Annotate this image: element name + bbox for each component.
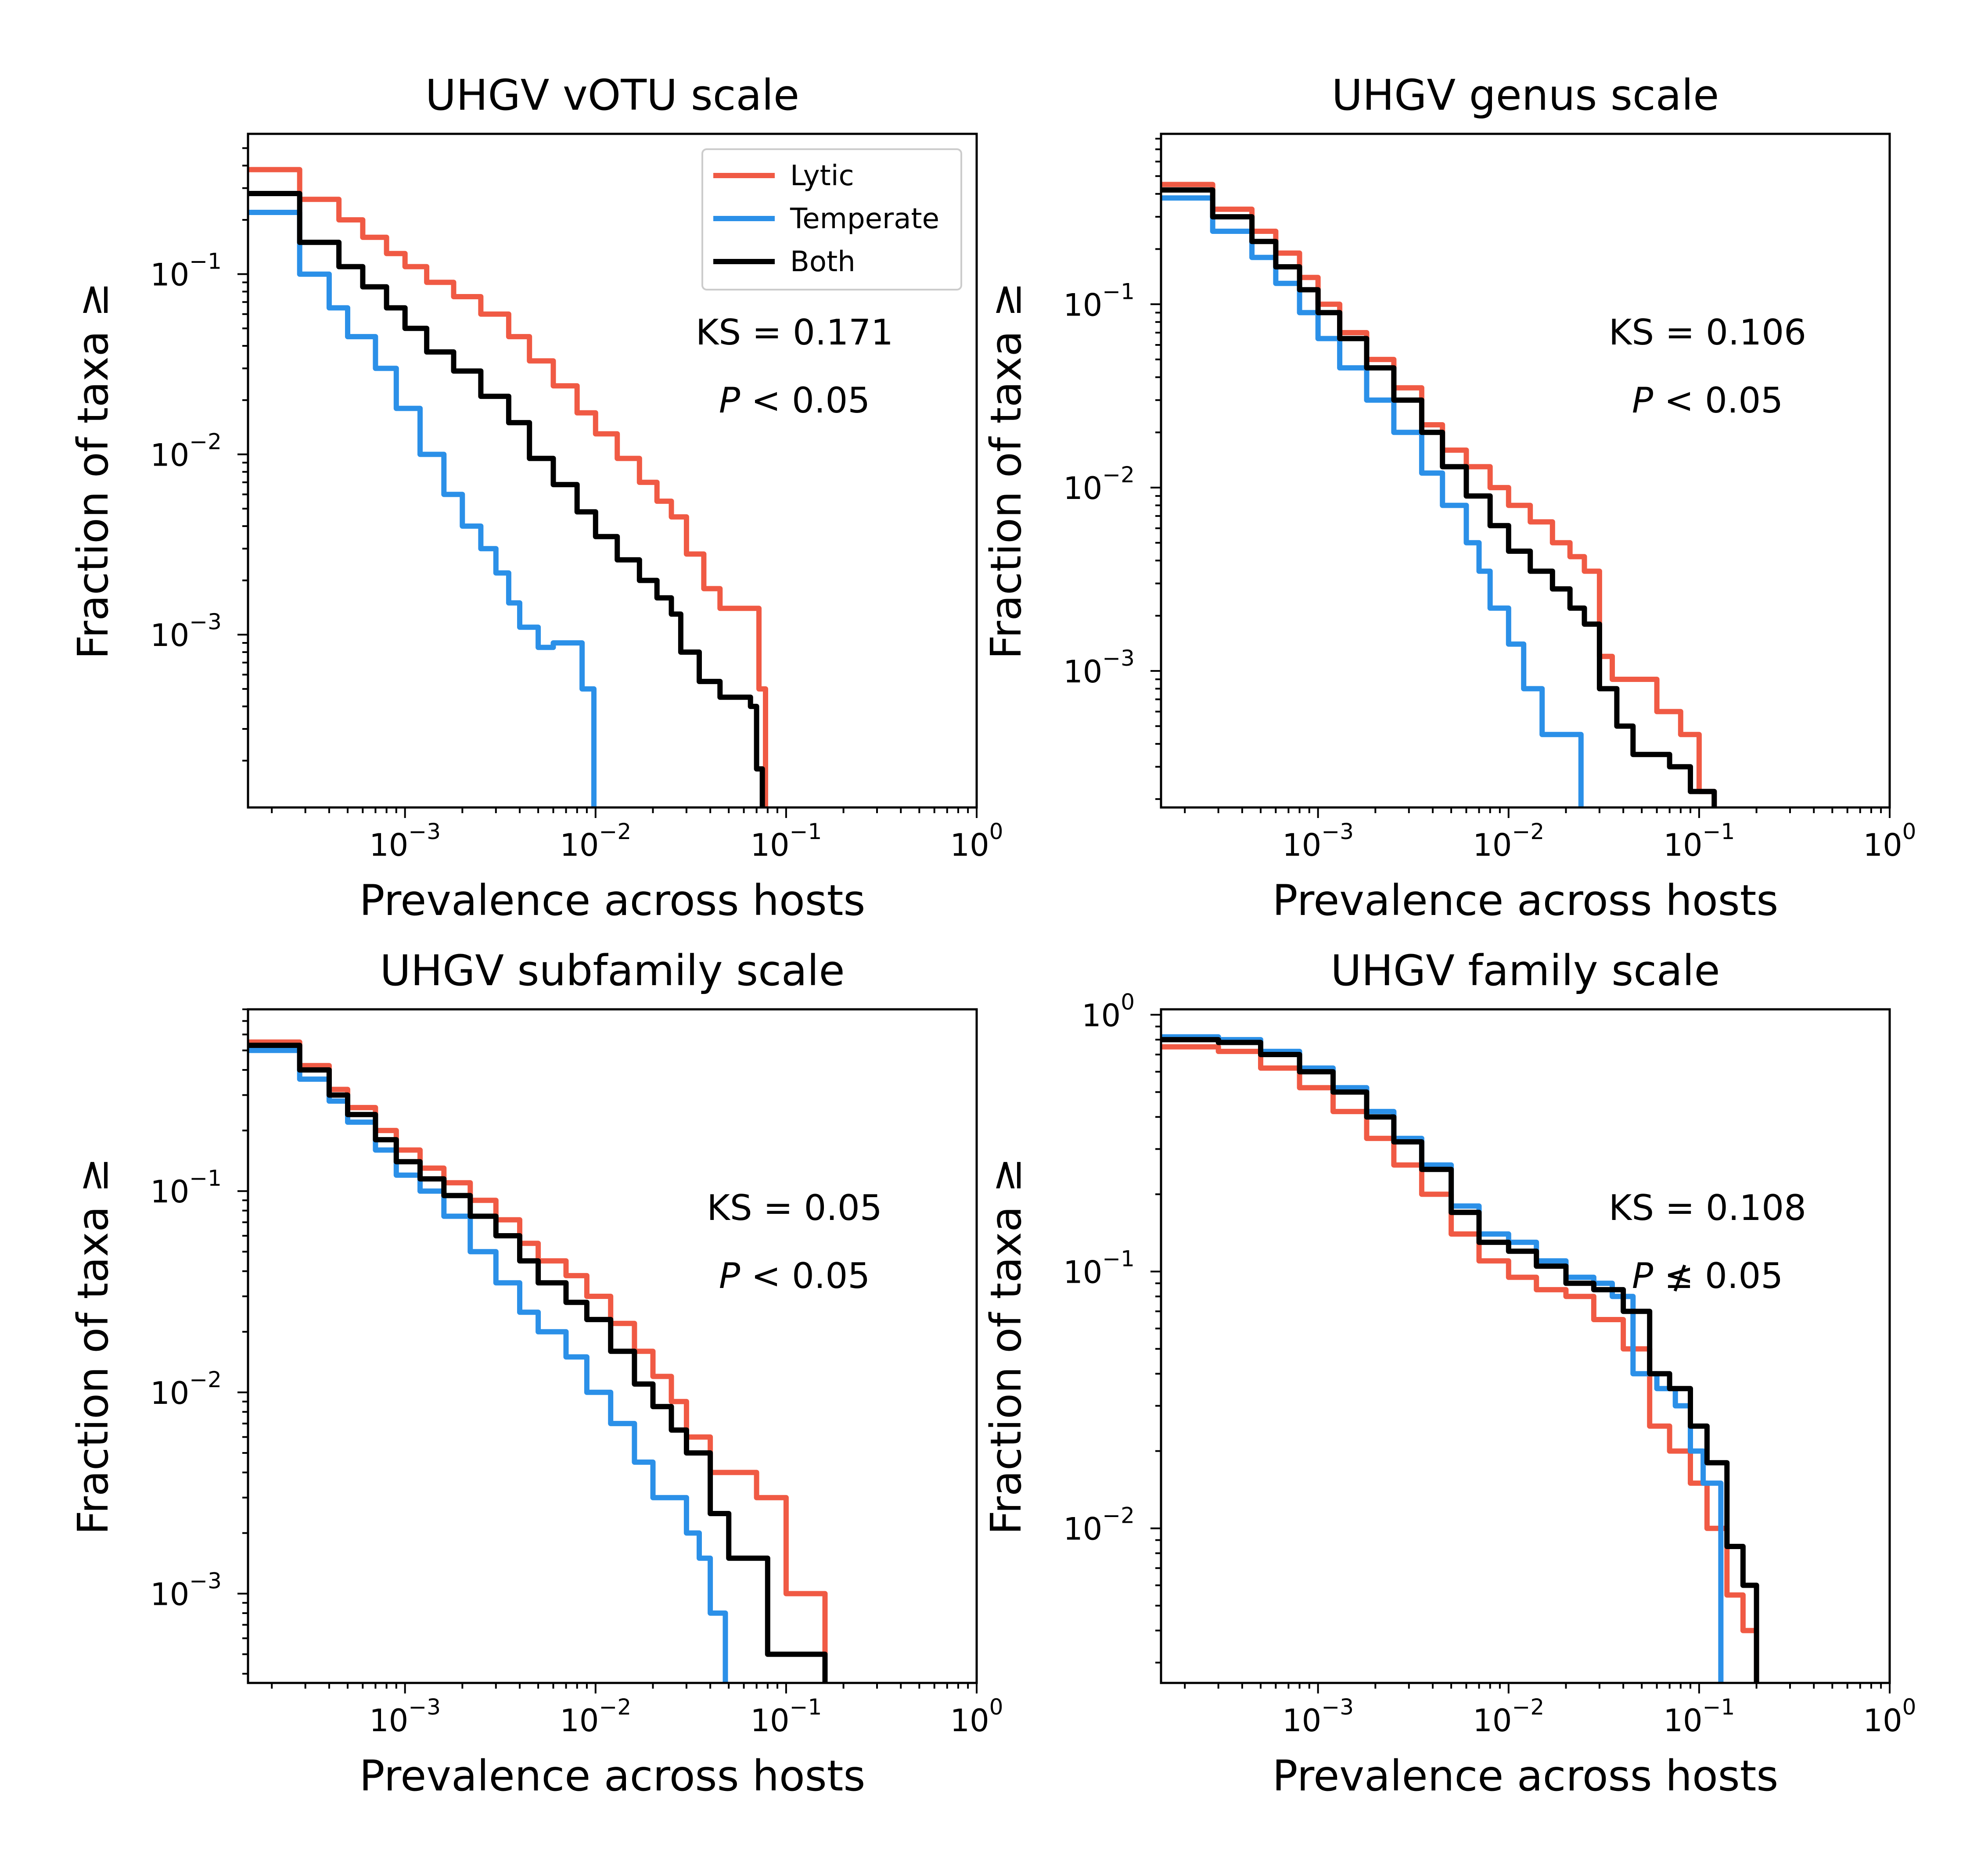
panel-title: UHGV family scale [1330, 946, 1720, 995]
y-tick-label: 10−1 [150, 1166, 222, 1210]
plot-frame [1160, 1008, 1891, 1684]
y-tick-label: 10−1 [1063, 279, 1135, 323]
series-line-lytic [1161, 1044, 1759, 1683]
series-line-lytic [248, 167, 768, 807]
y-axis-label: Fraction of taxa ≥ [981, 282, 1031, 660]
series-line-temperate [1161, 1034, 1724, 1683]
ks-annotation: KS = 0.171 [696, 312, 893, 353]
series-line-both [248, 1043, 828, 1683]
x-tick-label: 10−3 [1282, 1694, 1354, 1739]
p-value-annotation: P < 0.05 [719, 380, 870, 421]
series-line-lytic [1161, 182, 1717, 807]
y-tick-label: 100 [1082, 989, 1135, 1033]
x-tick-label: 100 [1863, 819, 1916, 863]
x-axis-label: Prevalence across hosts [1273, 1751, 1779, 1801]
panel-title: UHGV subfamily scale [380, 946, 845, 995]
panel-title: UHGV genus scale [1332, 71, 1719, 120]
x-tick-label: 10−3 [369, 1694, 441, 1739]
panel-1: 10−3 10−2 10−1 100 10−1 10−2 10−3 UHGV vOTU sca… [68, 71, 1003, 925]
series-line-temperate [248, 1048, 728, 1683]
y-tick-label: 10−3 [150, 1568, 222, 1612]
y-tick-label: 10−1 [1063, 1246, 1135, 1291]
x-tick-label: 10−2 [1473, 819, 1544, 863]
ks-annotation: KS = 0.106 [1609, 312, 1806, 353]
panel-4: 10−3 10−2 10−1 100 100 10−1 10−2 UHGV family sc… [981, 946, 1916, 1801]
plot-frame [247, 1008, 978, 1684]
x-tick-label: 10−1 [750, 819, 822, 863]
ks-annotation: KS = 0.108 [1609, 1187, 1806, 1228]
y-tick-label: 10−3 [150, 609, 222, 653]
series-line-both [1161, 187, 1717, 807]
y-tick-label: 10−2 [1063, 462, 1135, 506]
ks-annotation: KS = 0.05 [707, 1187, 882, 1228]
p-value-annotation: P < 0.05 [1632, 380, 1783, 421]
y-tick-label: 10−2 [150, 429, 222, 473]
legend: Lytic Temperate Both [701, 148, 962, 291]
x-tick-label: 10−2 [560, 819, 631, 863]
series-line-lytic [248, 1039, 828, 1683]
y-axis-label: Fraction of taxa ≥ [68, 282, 118, 660]
legend-label-lytic: Lytic [790, 160, 854, 192]
x-tick-label: 100 [950, 819, 1003, 863]
x-tick-label: 10−1 [1663, 1694, 1735, 1739]
plot-frame [247, 133, 978, 809]
x-tick-label: 100 [1863, 1694, 1916, 1739]
panel-2: 10−3 10−2 10−1 100 10−1 10−2 10−3 UHGV genus sc… [981, 71, 1916, 925]
y-tick-label: 10−3 [1063, 646, 1135, 690]
x-axis-label: Prevalence across hosts [359, 1751, 866, 1801]
legend-box [701, 148, 962, 291]
x-axis-label: Prevalence across hosts [359, 876, 866, 925]
series-line-temperate [1161, 195, 1584, 807]
x-axis-label: Prevalence across hosts [1273, 876, 1779, 925]
legend-label-both: Both [790, 246, 856, 278]
x-tick-label: 10−1 [1663, 819, 1735, 863]
legend-label-temperate: Temperate [790, 203, 939, 235]
x-tick-label: 10−1 [750, 1694, 822, 1739]
y-axis-label: Fraction of taxa ≥ [68, 1158, 118, 1535]
panel-title: UHGV vOTU scale [425, 71, 799, 120]
panel-3: 10−3 10−2 10−1 100 10−1 10−2 10−3 UHGV subfamil… [68, 946, 1003, 1801]
y-tick-label: 10−1 [150, 249, 222, 293]
p-value-annotation: P < 0.05 [719, 1256, 870, 1296]
x-tick-label: 10−2 [560, 1694, 631, 1739]
y-axis-label: Fraction of taxa ≥ [981, 1158, 1031, 1535]
p-value-annotation: P ≰ 0.05 [1632, 1256, 1783, 1296]
x-tick-label: 10−3 [1282, 819, 1354, 863]
x-tick-label: 100 [950, 1694, 1003, 1739]
y-tick-label: 10−2 [150, 1367, 222, 1411]
series-line-both [1161, 1037, 1759, 1683]
x-tick-label: 10−3 [369, 819, 441, 863]
plot-frame [1160, 133, 1891, 809]
y-tick-label: 10−2 [1063, 1503, 1135, 1547]
series-line-both [248, 191, 765, 807]
x-tick-label: 10−2 [1473, 1694, 1544, 1739]
series-line-temperate [248, 210, 597, 807]
